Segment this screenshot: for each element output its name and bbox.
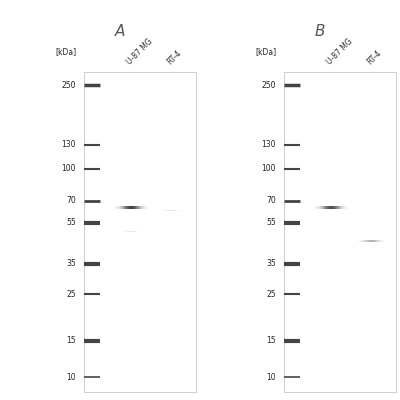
Text: 25: 25 bbox=[66, 290, 76, 299]
Text: 70: 70 bbox=[66, 196, 76, 205]
Bar bbox=[84, 72, 196, 392]
Text: 70: 70 bbox=[266, 196, 276, 205]
Text: 250: 250 bbox=[262, 81, 276, 90]
Text: 100: 100 bbox=[62, 164, 76, 173]
Bar bbox=[284, 72, 396, 392]
Text: 35: 35 bbox=[266, 259, 276, 268]
Text: U-87 MG: U-87 MG bbox=[325, 36, 354, 66]
Text: 35: 35 bbox=[66, 259, 76, 268]
Text: RT-4: RT-4 bbox=[165, 48, 183, 66]
Text: 15: 15 bbox=[266, 336, 276, 345]
Text: RT-4: RT-4 bbox=[365, 48, 383, 66]
Text: 250: 250 bbox=[62, 81, 76, 90]
Text: 15: 15 bbox=[66, 336, 76, 345]
Text: 55: 55 bbox=[66, 218, 76, 227]
Text: B: B bbox=[315, 24, 325, 40]
Text: [kDa]: [kDa] bbox=[255, 47, 276, 56]
Text: 10: 10 bbox=[66, 373, 76, 382]
Text: 10: 10 bbox=[266, 373, 276, 382]
Text: 130: 130 bbox=[62, 140, 76, 149]
Text: 100: 100 bbox=[262, 164, 276, 173]
Text: U-87 MG: U-87 MG bbox=[125, 36, 154, 66]
Text: 55: 55 bbox=[266, 218, 276, 227]
Text: 130: 130 bbox=[262, 140, 276, 149]
Text: 25: 25 bbox=[266, 290, 276, 299]
Text: [kDa]: [kDa] bbox=[55, 47, 76, 56]
Text: A: A bbox=[115, 24, 125, 40]
